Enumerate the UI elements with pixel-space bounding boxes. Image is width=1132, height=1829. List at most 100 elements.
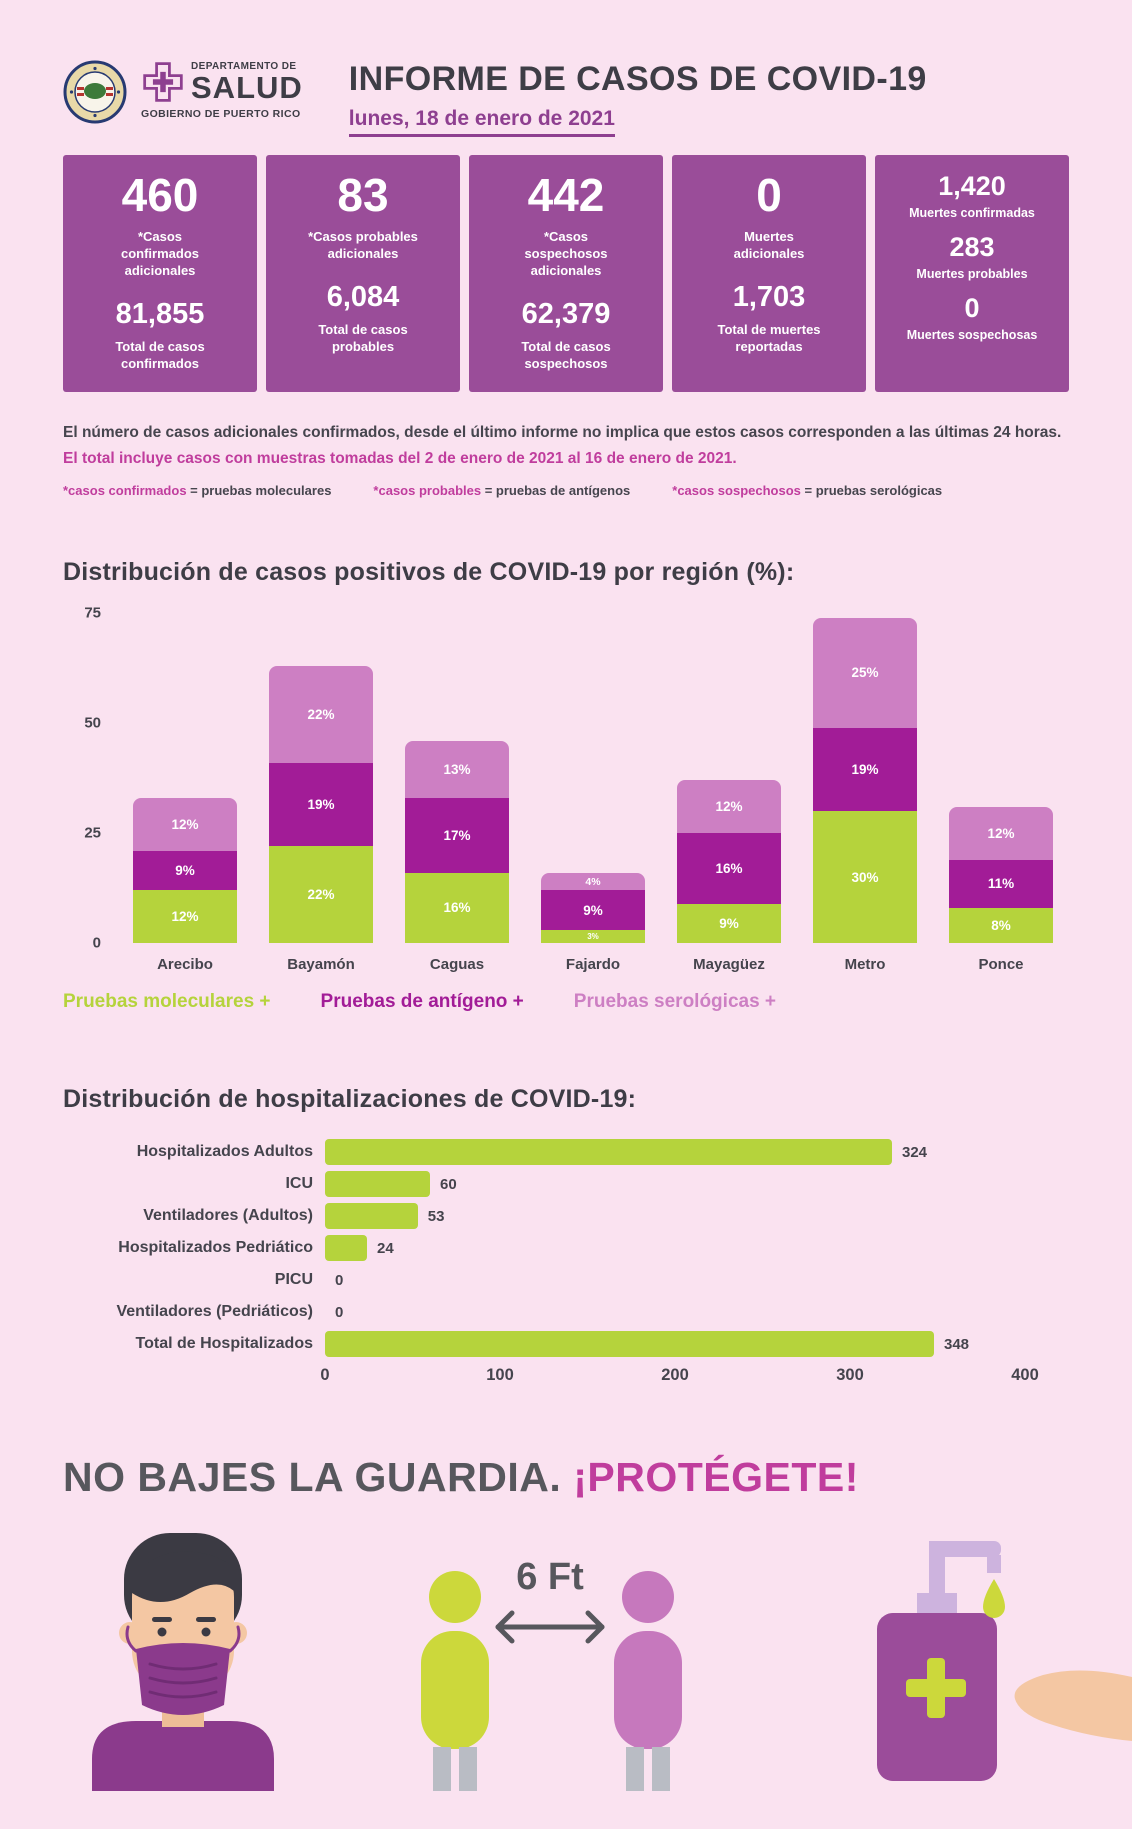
header: DEPARTAMENTO DE SALUD GOBIERNO DE PUERTO… [63,60,1069,137]
bar-segment: 13% [405,740,509,798]
bar-segment: 12% [133,890,237,944]
legend-item: Pruebas de antígeno + [320,991,524,1013]
hospital-row-label: Hospitalizados Pedriático [118,1239,313,1257]
bar-segment: 22% [269,665,373,763]
confirmed-additional-value: 460 [121,169,199,221]
footer-headline: NO BAJES LA GUARDIA. ¡PROTÉGETE! [63,1454,1069,1501]
y-tick-label: 0 [92,934,101,952]
stacked-bar: 12% 11% 8% [949,806,1053,944]
bar-segment: 17% [405,797,509,873]
report-date: lunes, 18 de enero de 2021 [348,107,615,137]
region-chart-y-axis: 0 25 50 75 [63,605,101,952]
hospital-bar [325,1331,934,1358]
hospital-bar-value: 24 [377,1239,394,1257]
probable-additional-value: 83 [337,169,389,221]
hospital-row-label: PICU [274,1271,313,1289]
salud-logo: DEPARTAMENTO DE SALUD GOBIERNO DE PUERTO… [141,60,303,120]
disclaimer: El número de casos adicionales confirmad… [63,420,1069,471]
disclaimer-dark: El número de casos adicionales confirmad… [63,424,1062,441]
hospital-bar-track: 0 [325,1267,1025,1293]
deaths-total-value: 1,703 [732,281,806,314]
bar-segment: 22% [269,846,373,944]
hospital-bar [325,1203,418,1230]
droplet-icon [983,1579,1005,1619]
probable-total-value: 6,084 [326,281,400,314]
masked-person-illustration [92,1533,274,1792]
suspected-total-label: Total de casos sospechosos [521,338,611,371]
deaths-additional-value: 0 [756,169,782,221]
hospital-chart: Hospitalizados Adultos 324 ICU 60 Ventilador… [63,1138,1069,1358]
distance-person-left [421,1571,489,1792]
distance-label: 6 Ft [516,1556,584,1598]
dept-big-label: SALUD [191,70,303,105]
stacked-bar: 13% 17% 16% [405,740,509,944]
region-label: Bayamón [287,956,355,974]
puerto-rico-seal-icon [63,60,127,124]
hospital-bar [325,1235,367,1262]
region-label: Arecibo [157,956,213,974]
logos: DEPARTAMENTO DE SALUD GOBIERNO DE PUERTO… [63,60,303,124]
x-tick-label: 200 [661,1366,689,1385]
bar-segment: 9% [541,890,645,930]
legend-item: Pruebas serológicas + [573,991,777,1013]
y-tick-label: 50 [84,714,101,732]
footnotes: *casos confirmados = pruebas moleculares… [63,483,1069,498]
dept-small-label: DEPARTAMENTO DE [191,61,297,72]
bar-segment: 16% [405,872,509,944]
health-cross-icon [143,62,183,102]
hospital-bar-value: 0 [335,1271,344,1289]
hospital-bar [325,1139,892,1166]
footnote-suspected: *casos sospechosos = pruebas serológicas [672,483,942,498]
region-chart-plot: 12% 9% 12% Arecibo 22% 19% 22% Bayamón 13% 17% 16%… [117,613,1069,973]
hospital-bar-track: 53 [325,1203,1025,1230]
hospital-bar-track: 60 [325,1171,1025,1198]
region-column: 12% 16% 9% Mayagüez [661,613,797,973]
hospital-row-label: Total de Hospitalizados [135,1335,314,1353]
footnote-def: = pruebas serológicas [800,483,943,499]
hospital-chart-x-axis: 0 100 200 300 400 [320,1366,1038,1390]
deaths-confirmed-value: 1,420 [938,171,1006,201]
footnote-term: *casos confirmados [63,483,187,499]
stacked-bar: 12% 16% 9% [677,780,781,944]
hospital-row: Ventiladores (Adultos) 53 [63,1202,1069,1230]
hospital-chart-title: Distribución de hospitalizaciones de COV… [63,1085,637,1114]
hospital-bar-value: 348 [944,1335,970,1353]
bar-segment: 8% [949,907,1053,944]
hospital-row: PICU 0 [63,1266,1069,1294]
hospital-row: Hospitalizados Adultos 324 [63,1138,1069,1166]
confirmed-total-label: Total de casos confirmados [115,338,205,371]
bar-segment: 9% [133,850,237,891]
probable-total-label: Total de casos probables [318,322,408,354]
hospital-bar [325,1171,430,1198]
x-tick-label: 0 [320,1366,330,1385]
bar-segment: 16% [677,833,781,904]
region-column: 12% 11% 8% Ponce [933,613,1069,973]
card-confirmed: 460 *Casos confirmados adicionales 81,85… [63,155,257,392]
hospital-row-label: Ventiladores (Pedriáticos) [116,1303,313,1321]
card-suspected: 442 *Casos sospechosos adicionales 62,37… [469,155,663,392]
bar-segment: 25% [813,617,917,728]
region-chart-legend: Pruebas moleculares + Pruebas de antígeno… [63,991,1069,1013]
x-tick-label: 300 [836,1366,864,1385]
suspected-additional-label: *Casos sospechosos adicionales [524,229,608,279]
hospital-bar-value: 324 [902,1143,928,1161]
face-mask [125,1625,241,1716]
suspected-total-value: 62,379 [521,297,611,330]
footnote-def: = pruebas moleculares [186,483,332,499]
hospital-row-label: Ventiladores (Adultos) [143,1207,313,1225]
region-chart-title: Distribución de casos positivos de COVID… [63,558,795,587]
region-column: 12% 9% 12% Arecibo [117,613,253,973]
footnote-confirmed: *casos confirmados = pruebas moleculares [63,483,331,498]
headline-dark: NO BAJES LA GUARDIA. [63,1454,562,1501]
x-tick-label: 100 [486,1366,514,1385]
probable-additional-label: *Casos probables adicionales [308,229,418,262]
card-deaths-breakdown: 1,420 Muertes confirmadas 283 Muertes pr… [875,155,1069,392]
distance-arrow-icon [495,1610,605,1644]
hand [1014,1670,1132,1742]
bar-segment: 12% [133,797,237,851]
deaths-probable-value: 283 [949,232,995,262]
footer-illustrations: 6 Ft [92,1533,1132,1792]
y-tick-label: 25 [84,824,101,842]
social-distance-illustration: 6 Ft [421,1556,682,1792]
